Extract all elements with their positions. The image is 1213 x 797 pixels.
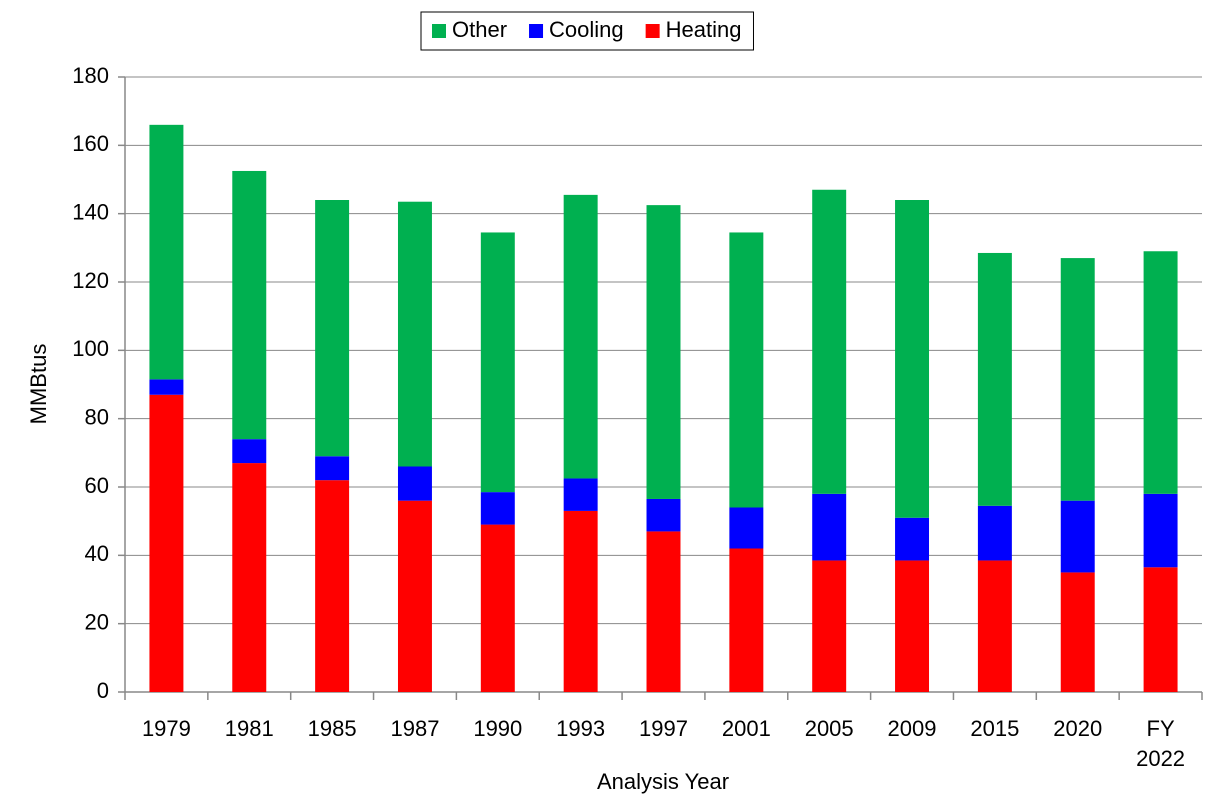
y-tick-label: 120 xyxy=(72,268,109,293)
legend-label: Other xyxy=(452,17,507,42)
bar-segment xyxy=(729,507,764,549)
y-tick-label: 60 xyxy=(85,473,109,498)
bar-segment xyxy=(563,510,598,692)
bar-segment xyxy=(397,500,432,692)
x-tick-label: 1985 xyxy=(308,716,357,741)
bar-segment xyxy=(315,456,350,481)
bar-segment xyxy=(315,480,350,692)
y-tick-label: 180 xyxy=(72,63,109,88)
legend-swatch xyxy=(432,24,446,38)
bar-segment xyxy=(977,560,1012,692)
legend: Other Cooling Heating xyxy=(420,11,754,51)
y-tick-label: 80 xyxy=(85,404,109,429)
bar-segment xyxy=(1060,572,1095,692)
legend-label: Cooling xyxy=(549,17,624,42)
bar-segment xyxy=(977,252,1012,506)
bar-segment xyxy=(977,505,1012,561)
bar-segment xyxy=(1143,567,1178,692)
y-tick-label: 160 xyxy=(72,131,109,156)
bar-segment xyxy=(812,189,847,494)
x-tick-label: 2020 xyxy=(1053,716,1102,741)
legend-swatch xyxy=(645,24,660,38)
bar-segment xyxy=(812,560,847,692)
legend-label: Heating xyxy=(666,17,742,42)
y-tick-label: 20 xyxy=(85,609,109,634)
x-tick-label: 2015 xyxy=(970,716,1019,741)
y-axis-label: MMBtus xyxy=(26,344,51,425)
x-tick-label: 1981 xyxy=(225,716,274,741)
bar-segment xyxy=(149,379,184,395)
bar-segment xyxy=(149,394,184,692)
bar-segment xyxy=(895,560,930,692)
legend-swatch xyxy=(529,24,544,38)
bar-segment xyxy=(232,439,267,464)
x-tick-label: 1979 xyxy=(142,716,191,741)
bar-segment xyxy=(895,200,930,518)
bar-segment xyxy=(232,170,267,440)
y-tick-label: 0 xyxy=(97,678,109,703)
x-tick-label: 1987 xyxy=(390,716,439,741)
bar-segment xyxy=(729,232,764,508)
x-tick-label: 1997 xyxy=(639,716,688,741)
bar-segment xyxy=(646,531,681,692)
bar-segment xyxy=(646,498,681,532)
bar-segment xyxy=(480,492,515,525)
bar-segment xyxy=(729,548,764,692)
bar-segment xyxy=(149,124,184,380)
legend-box xyxy=(420,11,754,51)
bar-segment xyxy=(1060,500,1095,573)
bar-segment xyxy=(480,232,515,493)
y-tick-label: 140 xyxy=(72,199,109,224)
bar-segment xyxy=(563,478,598,511)
bar-segment xyxy=(1143,493,1178,568)
bar-segment xyxy=(315,200,350,457)
bar-segment xyxy=(480,524,515,692)
bar-segment xyxy=(812,493,847,561)
bar-segment xyxy=(646,205,681,499)
bar-segment xyxy=(397,466,432,501)
bar-segment xyxy=(232,463,267,692)
bar-segment xyxy=(1143,251,1178,494)
x-axis-label: Analysis Year xyxy=(597,769,729,794)
y-tick-label: 40 xyxy=(85,541,109,566)
x-tick-label: 2005 xyxy=(805,716,854,741)
bar-segment xyxy=(895,517,930,561)
y-tick-label: 100 xyxy=(72,336,109,361)
x-tick-label: 2009 xyxy=(888,716,937,741)
x-tick-label: 1990 xyxy=(473,716,522,741)
bar-segment xyxy=(1060,258,1095,501)
x-tick-label: FY 2022 xyxy=(1136,716,1185,771)
bar-segment xyxy=(563,194,598,479)
x-tick-label: 1993 xyxy=(556,716,605,741)
x-tick-label: 2001 xyxy=(722,716,771,741)
bar-segment xyxy=(397,201,432,467)
